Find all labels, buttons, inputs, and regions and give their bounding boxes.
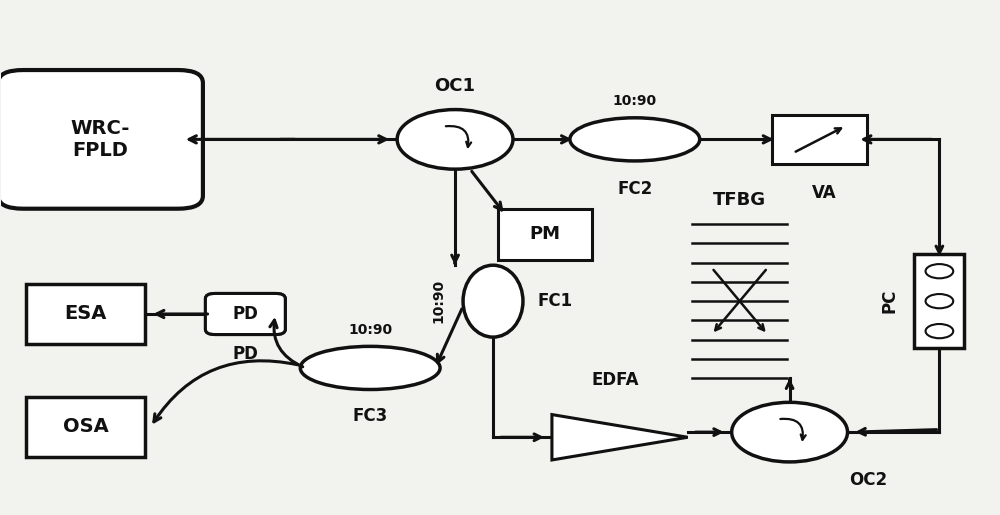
Text: EDFA: EDFA	[591, 371, 639, 389]
Ellipse shape	[300, 347, 440, 389]
Text: FC3: FC3	[353, 407, 388, 425]
Circle shape	[926, 294, 953, 308]
Bar	[772, 115, 867, 164]
FancyBboxPatch shape	[205, 294, 285, 335]
Text: TFBG: TFBG	[713, 191, 766, 209]
Circle shape	[732, 402, 848, 462]
Text: 10:90: 10:90	[431, 279, 445, 323]
Text: FC2: FC2	[617, 180, 652, 198]
Text: PC: PC	[880, 289, 898, 313]
Text: FC1: FC1	[538, 292, 573, 310]
Bar	[498, 209, 592, 260]
Ellipse shape	[463, 265, 523, 337]
Polygon shape	[552, 415, 688, 460]
Text: 10:90: 10:90	[348, 323, 392, 337]
FancyBboxPatch shape	[914, 254, 964, 348]
Text: OSA: OSA	[63, 418, 108, 437]
Text: VA: VA	[812, 183, 837, 201]
Ellipse shape	[570, 118, 700, 161]
Text: ESA: ESA	[64, 304, 107, 323]
Text: 10:90: 10:90	[613, 94, 657, 108]
FancyBboxPatch shape	[0, 70, 203, 209]
Text: PD: PD	[232, 345, 258, 363]
Text: OC2: OC2	[850, 471, 888, 489]
Circle shape	[926, 264, 953, 278]
Text: WRC-
FPLD: WRC- FPLD	[71, 119, 130, 160]
Circle shape	[926, 324, 953, 338]
Bar	[26, 284, 145, 344]
Circle shape	[397, 110, 513, 169]
Text: OC1: OC1	[435, 77, 476, 95]
FancyBboxPatch shape	[205, 294, 285, 335]
Text: PM: PM	[529, 226, 560, 244]
Bar	[26, 398, 145, 456]
Text: PD: PD	[232, 305, 258, 323]
